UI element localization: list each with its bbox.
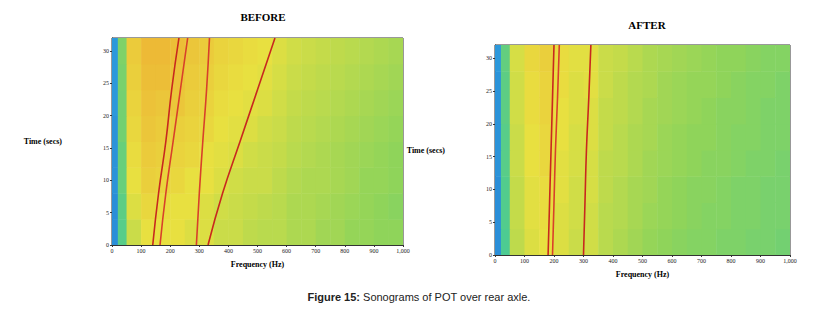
svg-text:1,000: 1,000: [396, 248, 410, 254]
svg-text:10: 10: [103, 177, 109, 183]
svg-text:600: 600: [282, 248, 291, 254]
svg-text:100: 100: [520, 258, 529, 264]
svg-text:15: 15: [486, 154, 492, 160]
svg-text:Time (secs): Time (secs): [24, 137, 63, 146]
svg-text:900: 900: [369, 248, 378, 254]
svg-text:25: 25: [486, 88, 492, 94]
svg-text:100: 100: [137, 248, 146, 254]
svg-text:200: 200: [166, 248, 175, 254]
svg-text:0: 0: [489, 252, 492, 258]
svg-text:Time (secs): Time (secs): [407, 146, 446, 155]
svg-text:700: 700: [311, 248, 320, 254]
svg-text:5: 5: [106, 210, 109, 216]
svg-text:500: 500: [638, 258, 647, 264]
svg-text:Figure 15:: Figure 15:: [307, 291, 360, 303]
svg-text:200: 200: [550, 258, 559, 264]
svg-text:25: 25: [103, 80, 109, 86]
svg-text:Frequency (Hz): Frequency (Hz): [616, 270, 670, 279]
svg-text:0: 0: [106, 242, 109, 248]
svg-text:30: 30: [486, 55, 492, 61]
svg-text:0: 0: [111, 248, 114, 254]
svg-text:400: 400: [224, 248, 233, 254]
svg-text:AFTER: AFTER: [628, 19, 666, 31]
svg-text:20: 20: [486, 121, 492, 127]
svg-text:30: 30: [103, 48, 109, 54]
svg-text:500: 500: [253, 248, 262, 254]
svg-text:400: 400: [609, 258, 618, 264]
svg-text:900: 900: [756, 258, 765, 264]
svg-text:Sonograms of POT over rear axl: Sonograms of POT over rear axle.: [360, 291, 530, 303]
svg-text:5: 5: [489, 219, 492, 225]
svg-text:700: 700: [697, 258, 706, 264]
svg-text:800: 800: [727, 258, 736, 264]
svg-text:0: 0: [494, 258, 497, 264]
svg-text:BEFORE: BEFORE: [240, 11, 285, 23]
svg-text:15: 15: [103, 145, 109, 151]
svg-text:1,000: 1,000: [783, 258, 797, 264]
svg-text:600: 600: [668, 258, 677, 264]
svg-text:300: 300: [195, 248, 204, 254]
svg-text:20: 20: [103, 113, 109, 119]
svg-text:800: 800: [340, 248, 349, 254]
svg-text:10: 10: [486, 186, 492, 192]
svg-text:Frequency (Hz): Frequency (Hz): [231, 260, 285, 269]
svg-text:300: 300: [579, 258, 588, 264]
